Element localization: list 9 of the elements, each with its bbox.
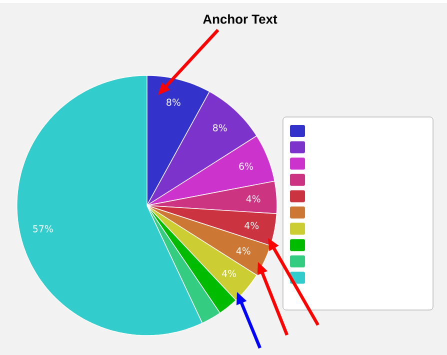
data-label: 4%	[244, 222, 259, 230]
data-label: 8%	[213, 124, 227, 132]
data-label: 4%	[246, 195, 260, 202]
data-label: 4%	[222, 270, 236, 278]
data-label: 4%	[236, 247, 250, 254]
data-label: 8%	[166, 98, 180, 106]
data-label: 6%	[239, 162, 253, 170]
chart-title: Anchor Text	[203, 14, 278, 24]
data-label: 57%	[33, 225, 53, 232]
